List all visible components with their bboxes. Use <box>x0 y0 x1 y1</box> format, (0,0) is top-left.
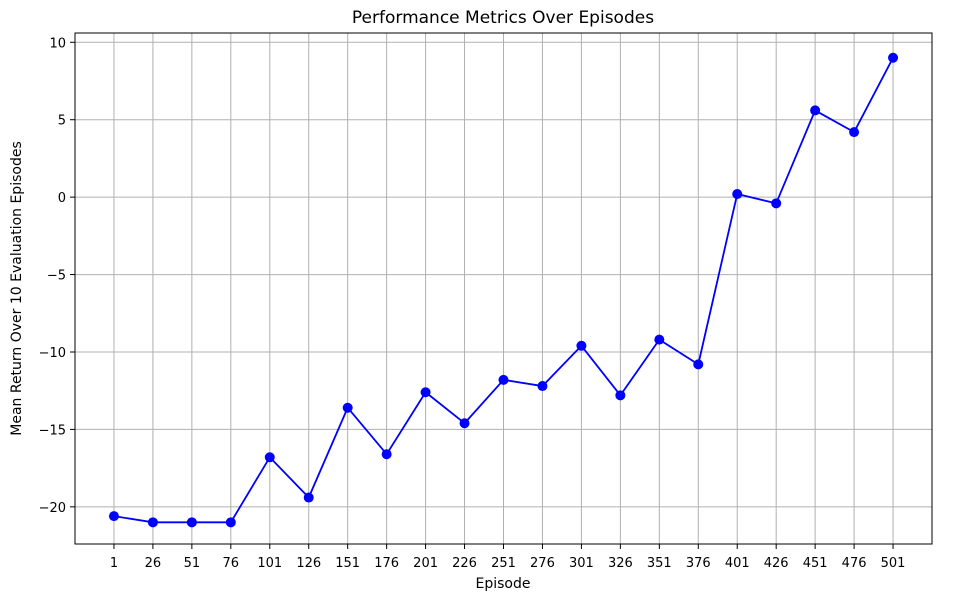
y-tick-label: −10 <box>39 346 66 361</box>
data-point <box>498 374 509 385</box>
x-tick-label: 376 <box>686 556 711 571</box>
x-tick-label: 401 <box>725 556 750 571</box>
data-point <box>888 52 899 63</box>
y-tick-label: 5 <box>58 114 66 129</box>
y-tick-label: −15 <box>39 423 66 438</box>
data-point <box>459 418 470 429</box>
x-tick-label: 151 <box>335 556 360 571</box>
y-tick-label: 10 <box>49 36 66 51</box>
data-point <box>420 387 431 398</box>
data-point <box>381 449 392 460</box>
data-point <box>849 127 860 138</box>
data-point <box>225 517 236 528</box>
data-point <box>342 402 353 413</box>
x-tick-label: 201 <box>413 556 438 571</box>
x-tick-label: 301 <box>569 556 594 571</box>
series-layer <box>108 52 899 528</box>
data-point <box>264 452 275 463</box>
data-point <box>147 517 158 528</box>
x-tick-label: 1 <box>110 556 118 571</box>
y-tick-label: −5 <box>47 269 66 284</box>
data-point <box>303 492 314 503</box>
data-point <box>615 390 626 401</box>
x-tick-label: 226 <box>452 556 477 571</box>
y-axis-label: Mean Return Over 10 Evaluation Episodes <box>9 141 25 436</box>
grid-lines <box>75 33 932 544</box>
x-tick-label: 251 <box>491 556 516 571</box>
data-point <box>576 340 587 351</box>
x-tick-label: 451 <box>803 556 828 571</box>
x-tick-label: 101 <box>257 556 282 571</box>
x-tick-label: 426 <box>764 556 789 571</box>
data-point <box>537 381 548 392</box>
x-tick-label: 326 <box>608 556 633 571</box>
x-tick-label: 51 <box>184 556 201 571</box>
data-point <box>693 359 704 370</box>
data-point <box>108 511 119 522</box>
y-tick-label: −20 <box>39 501 66 516</box>
x-axis-label: Episode <box>476 576 531 592</box>
x-tick-label: 76 <box>223 556 240 571</box>
data-point <box>186 517 197 528</box>
data-point <box>810 105 821 116</box>
data-point <box>771 198 782 209</box>
x-tick-label: 276 <box>530 556 555 571</box>
data-point <box>654 334 665 345</box>
y-tick-label: 0 <box>58 191 66 206</box>
x-tick-label: 26 <box>145 556 162 571</box>
data-point <box>732 189 743 200</box>
x-tick-label: 501 <box>881 556 906 571</box>
x-tick-label: 351 <box>647 556 672 571</box>
x-tick-label: 126 <box>296 556 321 571</box>
x-tick-label: 176 <box>374 556 399 571</box>
x-tick-label: 476 <box>842 556 867 571</box>
tick-layer: 1 26 51 76 101 126 151 176 201 226 251 276 301 326 351… <box>39 36 906 571</box>
chart-title: Performance Metrics Over Episodes <box>352 8 654 28</box>
